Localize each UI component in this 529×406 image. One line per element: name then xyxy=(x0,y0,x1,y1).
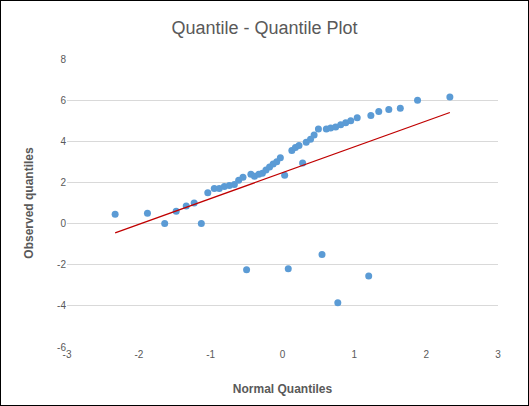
svg-text:8: 8 xyxy=(60,54,66,65)
svg-text:1: 1 xyxy=(352,349,358,360)
svg-text:3: 3 xyxy=(495,349,501,360)
svg-text:2: 2 xyxy=(423,349,429,360)
svg-text:-2: -2 xyxy=(57,259,66,270)
svg-text:Quantile - Quantile Plot: Quantile - Quantile Plot xyxy=(171,18,357,38)
svg-text:-3: -3 xyxy=(63,349,72,360)
svg-text:2: 2 xyxy=(60,177,66,188)
svg-text:6: 6 xyxy=(60,95,66,106)
svg-text:-2: -2 xyxy=(134,349,143,360)
svg-text:-6: -6 xyxy=(57,342,66,353)
svg-text:-4: -4 xyxy=(57,300,66,311)
svg-text:Normal Quantiles: Normal Quantiles xyxy=(233,382,333,396)
svg-text:-1: -1 xyxy=(206,349,215,360)
svg-text:Observed quantiles: Observed quantiles xyxy=(22,147,36,259)
svg-text:4: 4 xyxy=(60,136,66,147)
svg-text:0: 0 xyxy=(280,349,286,360)
svg-text:0: 0 xyxy=(60,218,66,229)
